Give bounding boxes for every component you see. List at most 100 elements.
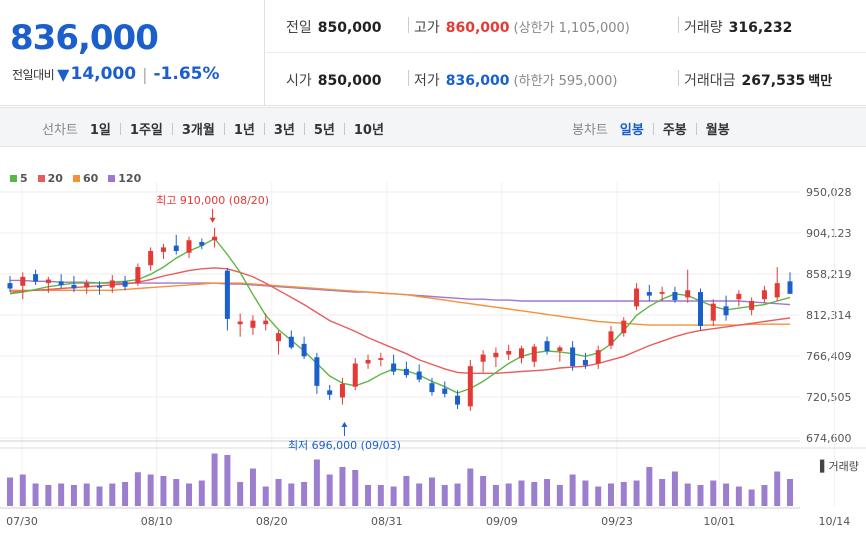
change-label: 전일대비 [12,67,55,82]
volume-bar [19,474,26,506]
candle-body [199,242,205,246]
legend-swatch [108,175,116,182]
prev-close: 전일 850,000 [286,17,382,37]
quote-header: 836,000 전일대비 ▼ 14,000 | -1.65% 전일 850,000… [0,0,866,106]
candle-body [570,347,576,367]
volume-bar [390,486,397,506]
change-separator: | [142,64,148,84]
candle-body [212,236,218,241]
ma60-line [10,282,790,326]
tab-daily[interactable]: 일봉 [619,123,644,138]
low-price: 저가 836,000 (하한가 595,000) [414,70,617,90]
tab-divider [652,122,654,135]
tab-1y[interactable]: 1년 [233,123,255,138]
legend-label: 5 [20,172,28,185]
volume-bar [403,476,410,506]
candle-body [506,351,512,355]
volume-bar [723,483,730,506]
volume-value: 316,232 [728,20,793,36]
volume-bar [58,483,65,506]
tab-5y[interactable]: 5년 [313,123,335,138]
trade-amount: 거래대금 267,535 백만 [684,70,832,90]
legend-label: 20 [47,172,63,185]
candle-body [160,247,166,252]
candle-body [493,352,499,358]
volume-label: 거래량 [684,20,723,36]
stats-row-1: 전일 850,000 고가 860,000 (상한가 1,105,000) 거래량 31… [266,0,866,53]
volume-legend-label: ▌거래량 [819,459,859,473]
candle-body [45,279,51,284]
candle-body [429,383,435,393]
tab-divider [119,122,121,135]
current-price: 836,000 [10,18,159,58]
candle-body [455,395,461,405]
line-chart-label: 선차트 [42,123,78,138]
volume-bar [633,480,640,506]
volume-bar [83,483,90,506]
price-box: 836,000 전일대비 ▼ 14,000 | -1.65% [0,0,265,106]
chart-toolbar: 선차트 1일 1주일 3개월 1년 3년 5년 10년 봉차트 일봉 주봉 월봉 [0,107,866,147]
low-label: 저가 [414,73,440,89]
tab-3m[interactable]: 3개월 [181,123,215,138]
volume-bar [582,480,589,506]
volume-bar [45,485,52,506]
tab-monthly[interactable]: 월봉 [705,123,730,138]
volume-bar [313,459,320,506]
high-annotation: 최고 910,000 (08/20) [156,194,269,207]
amount-unit: 백만 [808,74,833,89]
volume-bar [275,479,282,506]
divider [678,17,679,33]
tab-1d[interactable]: 1일 [89,123,111,138]
low-annotation: 최저 696,000 (09/03) [288,439,401,452]
high-arrowhead-icon [209,217,216,223]
candle-body [646,292,652,296]
volume-bar [505,483,512,506]
tab-divider [263,122,265,135]
tab-3y[interactable]: 3년 [273,123,295,138]
volume-bar [684,483,691,506]
y-tick-label: 720,505 [806,391,852,404]
high-value: 860,000 [445,20,510,36]
candle-body [250,320,256,328]
legend-item: 20 [37,172,63,185]
volume-bar [428,477,435,506]
volume-bar [671,471,678,506]
legend-label: 120 [118,172,142,185]
prev-close-value: 850,000 [317,20,382,36]
candle-body [416,371,422,380]
volume-bar [249,468,256,506]
volume-bar [748,489,755,506]
x-tick-label: 08/20 [256,515,288,528]
candle-body [723,306,729,316]
candle-body [186,240,192,253]
volume-bar [467,468,474,506]
candle-body [71,284,77,289]
change-percent: -1.65% [153,64,220,84]
candle-body [736,293,742,300]
legend-swatch [72,175,80,182]
divider [408,17,409,33]
divider [678,70,679,86]
prev-close-label: 전일 [286,20,312,36]
legend-item: 60 [72,172,98,185]
tab-weekly[interactable]: 주봉 [662,123,687,138]
legend-item: 120 [108,172,141,185]
volume-bar [186,483,193,506]
candle-body [314,357,320,386]
candle-body [276,333,282,342]
candle-body [672,292,678,301]
volume-bar [211,453,218,506]
volume-bar [531,482,538,506]
tab-10y[interactable]: 10년 [353,123,384,138]
tab-1w[interactable]: 1주일 [129,123,163,138]
volume-bar [441,485,448,506]
candle-body [518,348,524,359]
change-amount: 14,000 [70,64,137,84]
volume-bar [518,480,525,506]
volume-bar [109,483,116,506]
volume-bar [122,482,129,506]
candle-body [710,303,716,321]
candle-body [327,390,333,395]
x-tick-label: 09/23 [601,515,633,528]
